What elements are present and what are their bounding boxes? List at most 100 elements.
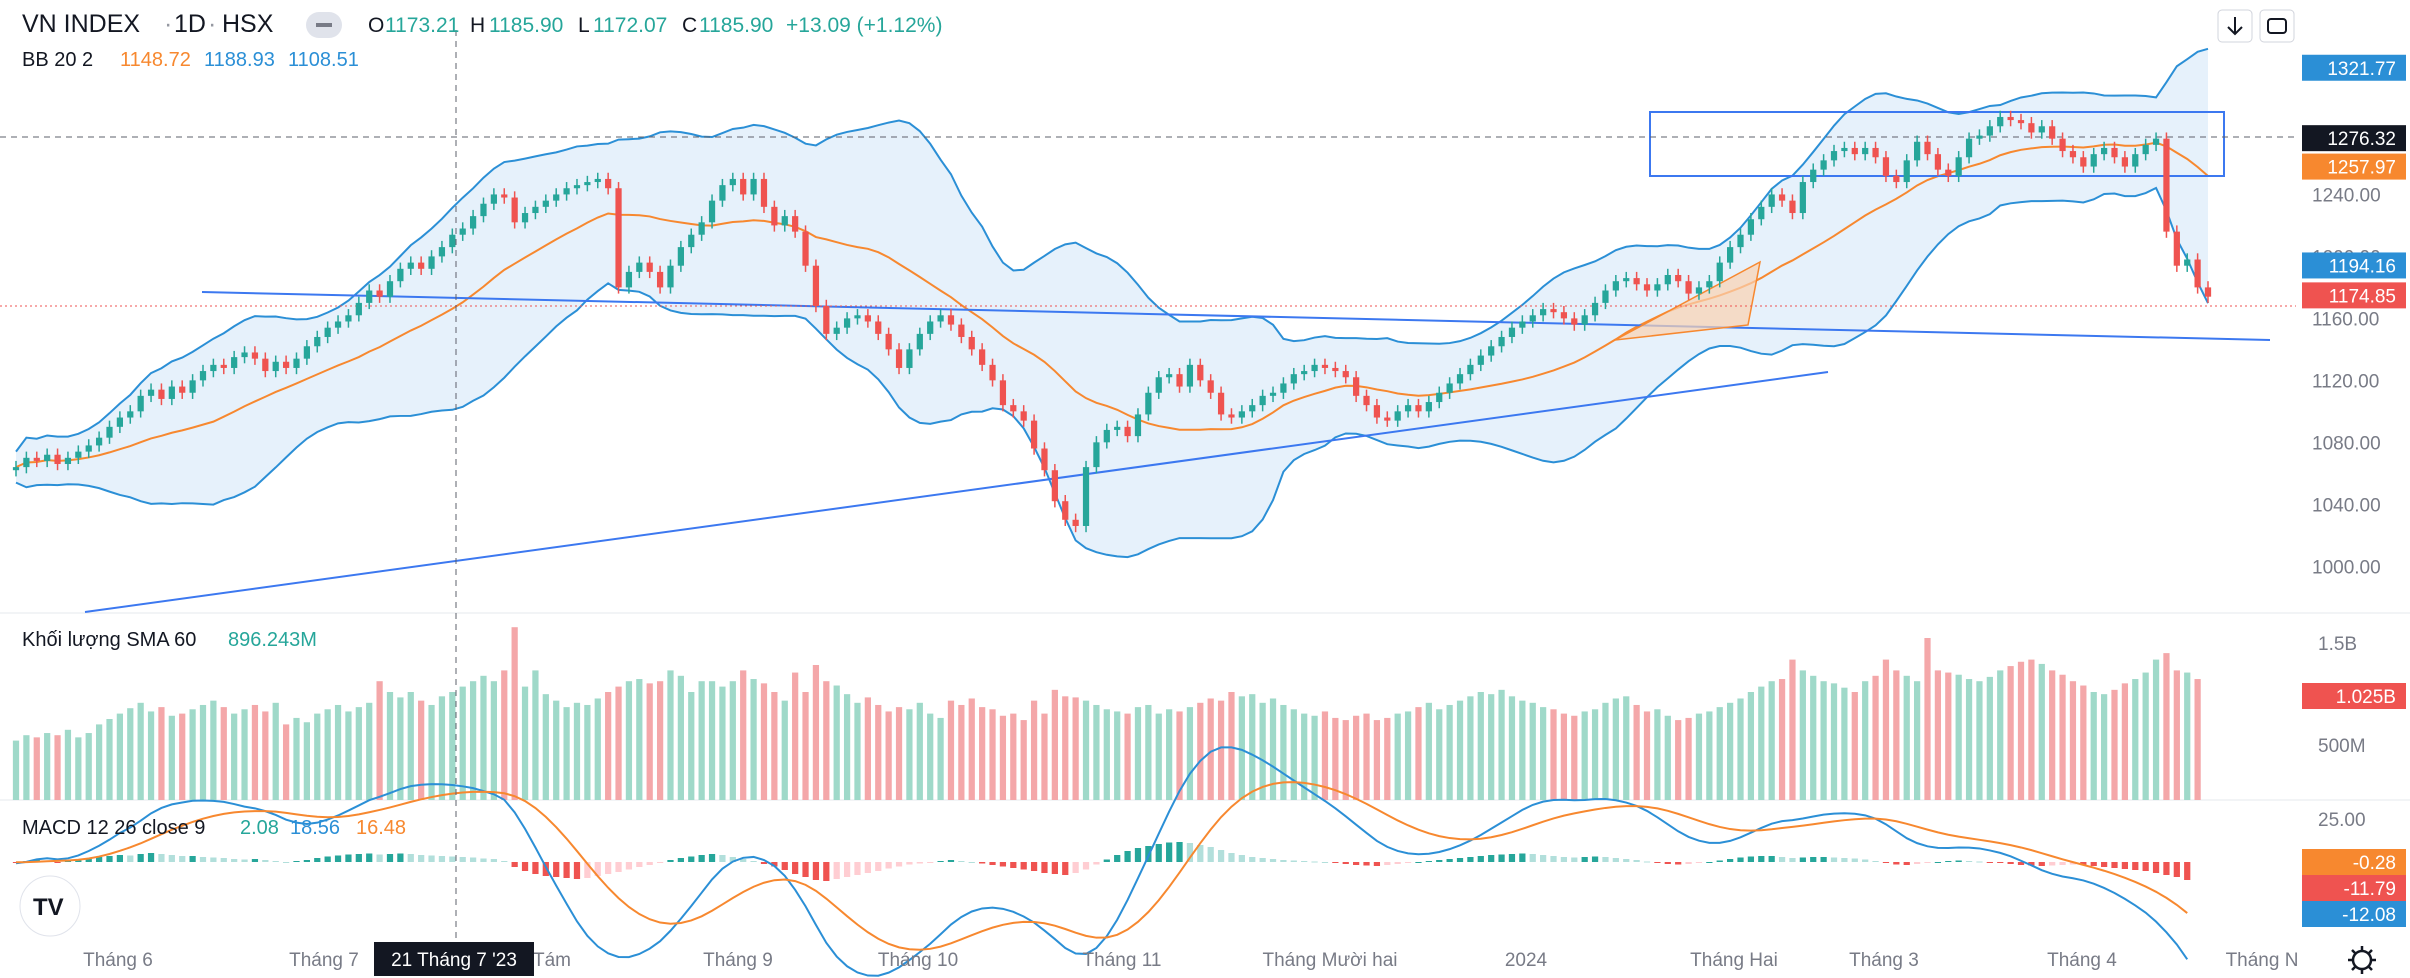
candle — [64, 451, 72, 471]
download-button[interactable] — [2217, 9, 2253, 43]
wedge-pattern[interactable] — [1614, 260, 1762, 341]
macd-hist-bar — [1675, 862, 1682, 865]
candle — [771, 200, 778, 232]
macd-hist-bar — [916, 862, 923, 864]
macd-hist-bar — [293, 861, 300, 862]
candle — [1893, 169, 1900, 189]
candle — [802, 225, 809, 272]
rising-trendline[interactable] — [84, 371, 1829, 613]
volume-bar — [656, 681, 664, 800]
candle — [1633, 271, 1640, 291]
candle — [54, 448, 61, 471]
macd-hist-bar — [1030, 862, 1038, 871]
macd-hist-bar — [418, 855, 425, 862]
range-box[interactable] — [1649, 111, 2225, 177]
macd-hist-bar — [802, 862, 809, 877]
candle — [688, 228, 695, 254]
signal-line — [15, 781, 2188, 951]
macd-hist-bar — [1436, 860, 1443, 862]
time-axis-label: Tháng 4 — [2047, 950, 2117, 971]
volume-bar — [584, 704, 591, 800]
candle — [1103, 423, 1110, 449]
volume-bar — [116, 713, 124, 800]
volume-bar — [989, 709, 996, 800]
axes: 1240.001200.001160.001120.001080.001040.… — [83, 54, 2406, 971]
candle — [1332, 361, 1339, 378]
candle — [1716, 256, 1723, 288]
tradingview-logo[interactable]: TV — [19, 875, 81, 937]
macd-hist-bar — [532, 862, 539, 874]
candle — [1498, 330, 1505, 353]
macd-hist-bar — [885, 862, 892, 869]
macd-hist-bar — [1342, 862, 1349, 864]
candle — [168, 380, 175, 406]
macd-hist-bar — [1072, 862, 1079, 873]
macd-hist-bar — [1217, 850, 1225, 862]
volume-bar — [2080, 685, 2087, 800]
volume-bar — [605, 692, 612, 800]
volume-bar — [334, 704, 342, 800]
macd-hist-bar — [220, 858, 227, 862]
candle — [1540, 302, 1547, 322]
refresh-button[interactable] — [2259, 9, 2295, 43]
macd-hist-bar — [501, 861, 508, 862]
volume-bar — [833, 685, 840, 800]
macd-tick-label: 25.00 — [2318, 810, 2366, 831]
macd-hist-bar — [2142, 862, 2149, 871]
candle — [1862, 141, 1869, 161]
volume-bar — [127, 708, 134, 800]
volume-bar — [1529, 702, 1536, 800]
macd-line — [15, 746, 2189, 977]
volume-bar — [1706, 711, 1713, 800]
volume-bar — [2038, 663, 2045, 800]
macd-hist-bar — [823, 862, 830, 881]
volume-bar — [428, 704, 435, 800]
volume-bar — [210, 700, 217, 800]
candle — [864, 309, 871, 328]
horizontal-support-line[interactable] — [201, 291, 2271, 341]
trendline-drawings[interactable] — [0, 111, 2296, 613]
volume-bar — [1134, 707, 1142, 800]
macd-hist-bar — [875, 862, 882, 871]
volume-bar — [1560, 713, 1568, 800]
volume-bar — [189, 709, 196, 800]
legend-dot-2: · — [208, 10, 216, 38]
settings-button[interactable] — [2348, 946, 2376, 974]
macd-hist-bar — [1363, 862, 1370, 866]
macd-hist-bar — [2007, 862, 2014, 864]
macd-hist-bar — [656, 862, 664, 863]
macd-hist-bar — [127, 855, 134, 862]
candle — [95, 431, 103, 452]
macd-badge — [2302, 849, 2406, 875]
macd-hist-bar — [355, 854, 362, 862]
volume-bar — [1456, 700, 1464, 800]
candle — [719, 178, 726, 207]
volume-bar — [521, 686, 529, 800]
candle — [220, 358, 227, 375]
candle — [1737, 228, 1744, 254]
macd-hist-bar — [833, 862, 840, 879]
volume-bar — [1332, 717, 1339, 800]
macd-hist-bar — [1685, 862, 1692, 864]
volume-bar — [345, 711, 352, 800]
candle — [1176, 367, 1183, 393]
volume-bar — [376, 681, 383, 800]
macd-hist-bar — [438, 856, 446, 862]
volume-bar — [1051, 689, 1058, 800]
bb-upper-value: 1188.93 — [204, 49, 275, 71]
macd-hist-bar — [1862, 859, 1869, 862]
candle — [1259, 389, 1266, 412]
candle — [2069, 144, 2077, 164]
volume-bar — [1342, 720, 1349, 800]
candle — [1903, 154, 1910, 189]
macd-badge-label: -12.08 — [2342, 905, 2396, 926]
macd-hist-bar — [158, 854, 165, 862]
macd-hist-bar — [1425, 861, 1432, 862]
macd-hist-bar — [792, 862, 799, 874]
macd-hist-bar — [1280, 860, 1287, 862]
volume-bar — [480, 675, 487, 800]
macd-hist-bar — [1301, 861, 1308, 862]
volume-bar — [324, 709, 331, 800]
volume-bar — [1571, 715, 1578, 800]
volume-bar — [2121, 683, 2129, 800]
